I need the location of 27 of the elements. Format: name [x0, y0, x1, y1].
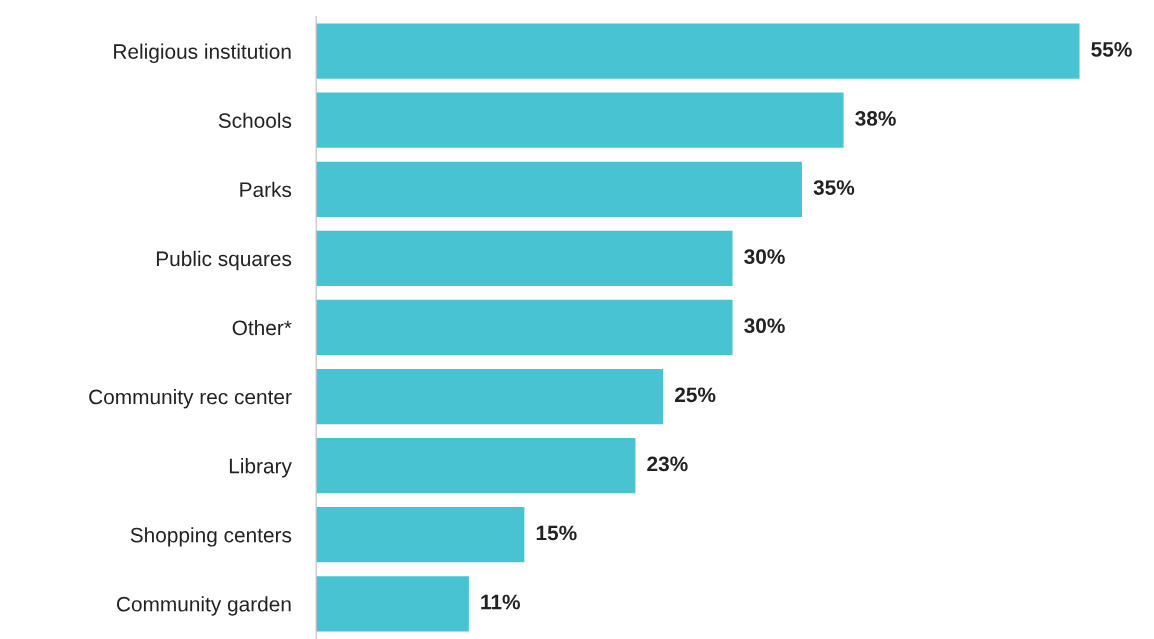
y-tick-label: Other*: [232, 319, 292, 336]
bar: [316, 576, 469, 632]
bar: [316, 299, 733, 356]
y-tick-label: Public squares: [156, 250, 292, 271]
y-tick-label: Shopping centers: [130, 527, 292, 547]
y-tick-label: Religious institution: [114, 43, 291, 64]
y-tick-label: Community rec center: [89, 389, 292, 409]
data-label: 30%: [744, 249, 785, 265]
data-label: 25%: [675, 387, 716, 403]
bar: [316, 507, 525, 563]
data-label: 11%: [481, 594, 520, 610]
data-label: 55%: [1091, 42, 1132, 57]
data-label: 15%: [536, 525, 577, 541]
y-tick-label: Community garden: [116, 596, 291, 616]
bar: [316, 92, 844, 148]
data-label: 23%: [647, 456, 688, 472]
data-label: 35%: [813, 180, 855, 195]
y-tick-label: Library: [229, 458, 292, 478]
bar: [316, 161, 802, 217]
bar: [316, 230, 733, 287]
bar: [316, 368, 664, 425]
bar: [316, 23, 1080, 79]
y-tick-label: Schools: [218, 112, 292, 128]
data-label: 38%: [855, 111, 896, 126]
bar: [316, 438, 636, 494]
data-label: 30%: [744, 318, 785, 334]
y-tick-label: Parks: [240, 181, 292, 198]
